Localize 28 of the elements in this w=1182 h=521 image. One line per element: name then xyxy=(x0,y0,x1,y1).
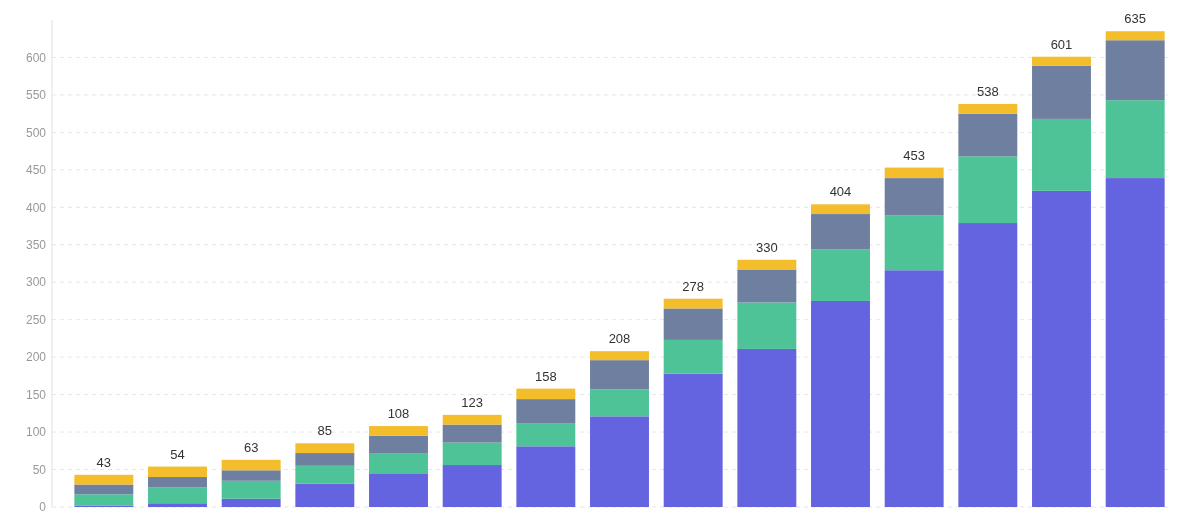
y-tick-label: 250 xyxy=(25,312,47,327)
total-label: 158 xyxy=(534,368,557,384)
total-label: 85 xyxy=(317,423,333,439)
total-label: 635 xyxy=(1124,11,1147,27)
total-label: 538 xyxy=(976,83,999,99)
y-tick-label: 0 xyxy=(39,500,47,515)
y-tick-label: 550 xyxy=(25,88,47,103)
total-label: 404 xyxy=(829,184,852,200)
total-label: 123 xyxy=(461,394,484,410)
y-tick-label: 500 xyxy=(25,125,47,140)
y-tick-label: 450 xyxy=(25,163,47,178)
y-tick-label: 600 xyxy=(25,50,47,65)
total-label: 453 xyxy=(903,147,926,163)
y-tick-label: 400 xyxy=(25,200,47,215)
y-tick-label: 200 xyxy=(25,350,47,365)
total-label: 108 xyxy=(387,406,410,422)
total-label: 63 xyxy=(243,439,259,455)
y-tick-label: 350 xyxy=(25,237,47,252)
total-label: 330 xyxy=(755,239,778,255)
total-label: 43 xyxy=(96,454,112,470)
total-label: 601 xyxy=(1050,36,1073,52)
y-tick-label: 50 xyxy=(32,462,47,477)
total-label: 54 xyxy=(170,446,185,462)
total-label: 278 xyxy=(682,278,705,294)
y-tick-label: 100 xyxy=(25,425,47,440)
y-tick-label: 300 xyxy=(25,275,47,290)
y-tick-label: 150 xyxy=(25,387,47,402)
total-label: 208 xyxy=(608,331,631,347)
